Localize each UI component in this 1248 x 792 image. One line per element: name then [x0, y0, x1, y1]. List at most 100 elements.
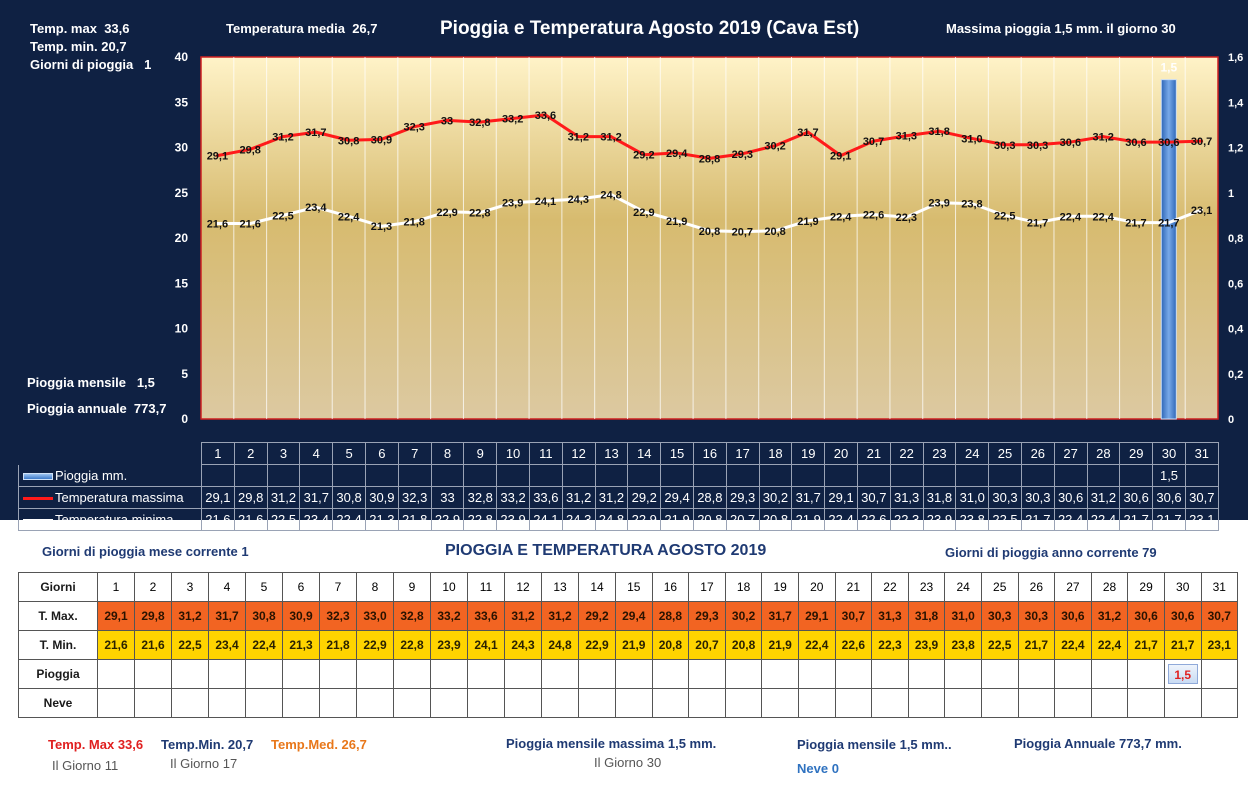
rain-cell	[1090, 659, 1129, 689]
tmax-point	[347, 138, 351, 142]
day-cell: 9	[393, 572, 431, 602]
tmin-table-cell: 22,9	[430, 508, 465, 531]
rain-table-cell	[1020, 464, 1055, 487]
x-tick-label: 13	[594, 442, 629, 465]
tmin-cell: 23,8	[944, 630, 982, 660]
tmin-data-label: 21,6	[207, 219, 228, 231]
day-cell: 31	[1200, 572, 1239, 602]
legend-tmax: Temperatura massima	[18, 486, 202, 509]
red-line-swatch-icon	[23, 497, 53, 501]
rain-table-cell	[922, 464, 957, 487]
rain-cell	[356, 659, 394, 689]
rain-table-cell	[1119, 464, 1154, 487]
y-tick-label: 20	[175, 231, 189, 245]
tmin-data-label: 22,6	[863, 209, 884, 221]
tmax-table-cell: 31,7	[791, 486, 826, 509]
y2-tick-label: 1,2	[1228, 143, 1243, 155]
x-tick-label: 26	[1020, 442, 1055, 465]
tmin-cell: 23,1	[1200, 630, 1239, 660]
tmax-table-cell: 30,3	[988, 486, 1022, 509]
tmin-table-cell: 21,7	[1119, 508, 1154, 531]
rain-cell	[171, 659, 209, 689]
tmax-point	[281, 135, 285, 139]
y-axis-left: 0 5 10 15 20 25 30 35 40	[175, 50, 189, 426]
tmin-point	[1101, 214, 1105, 218]
snow-cell	[245, 688, 283, 718]
day-cell: 21	[834, 572, 873, 602]
rain-data-row: Pioggia mm. 1,5	[18, 464, 1219, 487]
tmax-data-label: 30,3	[1027, 140, 1048, 152]
rain-table-cell	[791, 464, 826, 487]
tmax-cell: 29,1	[97, 601, 135, 631]
tmax-cell: 31,7	[761, 601, 799, 631]
tmax-table-cell: 29,8	[233, 486, 268, 509]
rain-cell	[871, 659, 909, 689]
tmin-table-cell: 20,8	[692, 508, 727, 531]
tmin-table-cell: 22,4	[332, 508, 366, 531]
day-cell: 26	[1017, 572, 1056, 602]
tmin-cell: 22,5	[980, 630, 1019, 660]
y-tick-label: 10	[175, 322, 189, 336]
y2-tick-label: 0,8	[1228, 233, 1243, 245]
tmin-cell: 23,9	[907, 630, 946, 660]
tmin-data-label: 20,8	[764, 226, 785, 238]
rain-table-cell	[889, 464, 924, 487]
rain-bar	[1160, 79, 1177, 420]
tmax-cell: 31,2	[504, 601, 542, 631]
tmax-cell: 31,2	[541, 601, 579, 631]
snow-row: Neve	[18, 688, 1239, 718]
snow-cell	[724, 688, 763, 718]
rain-table-cell	[627, 464, 662, 487]
rain-cell	[761, 659, 799, 689]
tmax-data-label: 30,8	[338, 135, 359, 147]
rain-cell	[651, 659, 690, 689]
x-tick-label: 29	[1119, 442, 1154, 465]
tmin-cell: 21,8	[319, 630, 357, 660]
tmax-point	[1134, 140, 1138, 144]
tmax-table-cell: 30,6	[1152, 486, 1186, 509]
tmax-point	[543, 113, 547, 117]
tmax-data-label: 29,2	[633, 150, 654, 162]
tmax-data-label: 28,8	[699, 153, 720, 165]
day-cell: 20	[797, 572, 836, 602]
tmax-data-label: 31,2	[1092, 132, 1113, 144]
tmax-table-cell: 31,2	[266, 486, 301, 509]
tmax-table-cell: 29,1	[201, 486, 235, 509]
x-tick-label: 2	[233, 442, 268, 465]
tmin-data-label: 21,8	[404, 217, 425, 229]
rain-cell	[907, 659, 946, 689]
tmin-point	[347, 214, 351, 218]
tmax-cell: 31,0	[944, 601, 982, 631]
max-rain-stat: Massima pioggia 1,5 mm. il giorno 30	[946, 21, 1176, 36]
x-tick-label: 21	[856, 442, 891, 465]
snow-cell	[1017, 688, 1056, 718]
tmin-table-cell: 22,6	[856, 508, 891, 531]
snow-cell	[907, 688, 946, 718]
day-cell: 2	[134, 572, 172, 602]
tmin-data-label: 24,1	[535, 196, 556, 208]
chart-title: Pioggia e Temperatura Agosto 2019 (Cava …	[440, 18, 860, 39]
tmin-table-cell: 22,4	[1053, 508, 1088, 531]
y-tick-label: 5	[181, 367, 188, 381]
rain-cell	[467, 659, 505, 689]
snow-cell	[541, 688, 579, 718]
rain-cell	[504, 659, 542, 689]
rain-table-cell	[496, 464, 530, 487]
footer-tmed: Temp.Med. 26,7	[271, 737, 367, 752]
day-cell: 29	[1127, 572, 1165, 602]
rain-cell	[134, 659, 172, 689]
tmin-point	[642, 210, 646, 214]
tmax-data-label: 30,6	[1060, 137, 1081, 149]
tmin-cell: 22,4	[245, 630, 283, 660]
tmax-cell: 30,7	[1200, 601, 1239, 631]
tmin-table-cell: 22,9	[627, 508, 662, 531]
tmax-table-cell: 29,4	[660, 486, 694, 509]
tmax-table-cell: 30,7	[856, 486, 891, 509]
snow-cell	[356, 688, 394, 718]
rain-cell	[578, 659, 616, 689]
tmin-data-label: 23,9	[502, 198, 523, 210]
rain-table-cell	[561, 464, 596, 487]
x-tick-label: 30	[1152, 442, 1186, 465]
tmax-point	[1101, 135, 1105, 139]
x-tick-label: 17	[725, 442, 760, 465]
